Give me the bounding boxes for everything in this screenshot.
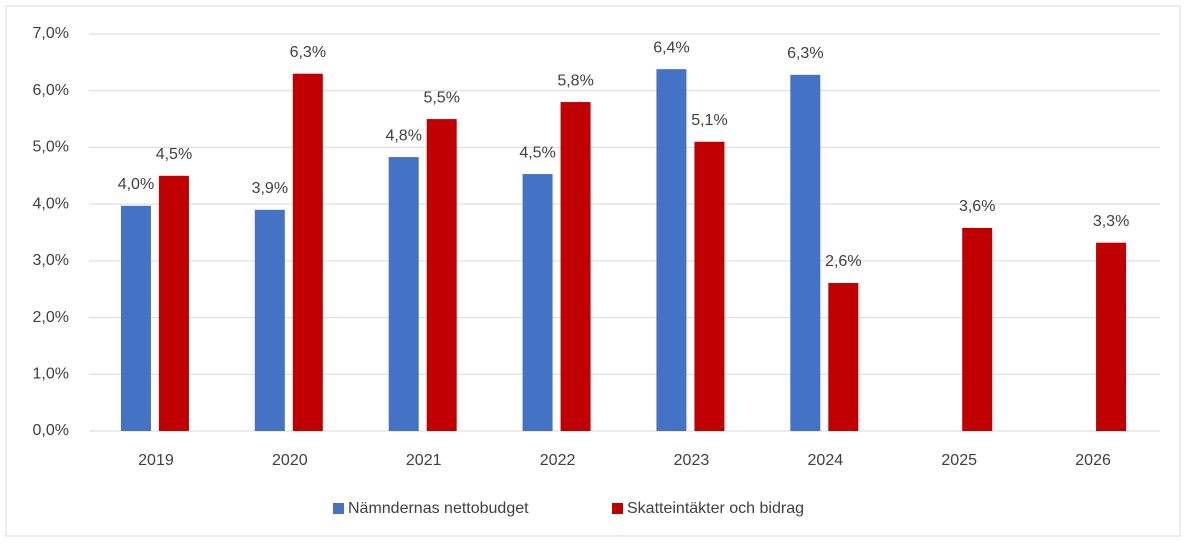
legend-label: Skatteintäkter och bidrag [627,500,804,517]
value-label: 4,5% [156,146,192,163]
bar [694,141,725,431]
value-label: 6,3% [787,45,823,62]
value-label: 6,3% [290,44,326,61]
bar [962,227,993,431]
legend-swatch [612,503,623,514]
bar [522,174,553,431]
x-tick-label: 2026 [1075,452,1111,469]
value-label: 3,6% [959,198,995,215]
bar [656,69,687,432]
y-tick-label: 1,0% [33,366,69,383]
y-tick-label: 5,0% [33,139,69,156]
legend-swatch [333,503,344,514]
value-label: 4,8% [385,127,421,144]
bar [560,102,591,432]
x-tick-label: 2023 [674,452,710,469]
value-label: 6,4% [653,39,689,56]
y-tick-label: 3,0% [33,252,69,269]
value-label: 4,5% [519,144,555,161]
value-label: 3,3% [1093,213,1129,230]
value-label: 5,8% [557,72,593,89]
bar [120,205,151,431]
value-label: 4,0% [118,176,154,193]
y-tick-label: 6,0% [33,82,69,99]
value-label: 5,1% [691,112,727,129]
bar [292,73,323,431]
y-tick-label: 4,0% [33,195,69,212]
x-tick-label: 2019 [138,452,174,469]
x-tick-label: 2025 [941,452,977,469]
x-tick-label: 2024 [808,452,844,469]
bar [158,175,189,431]
value-label: 5,5% [423,89,459,106]
y-tick-label: 7,0% [33,25,69,42]
bar [1096,242,1127,431]
value-label: 2,6% [825,253,861,270]
bar [828,282,859,431]
x-tick-label: 2022 [540,452,576,469]
x-tick-label: 2021 [406,452,442,469]
y-tick-label: 0,0% [33,422,69,439]
y-tick-label: 2,0% [33,309,69,326]
bar [790,74,821,431]
x-tick-label: 2020 [272,452,308,469]
value-label: 3,9% [252,180,288,197]
bar [388,157,419,431]
legend-label: Nämndernas nettobudget [348,500,529,517]
bar [254,209,285,431]
bar [426,119,457,432]
